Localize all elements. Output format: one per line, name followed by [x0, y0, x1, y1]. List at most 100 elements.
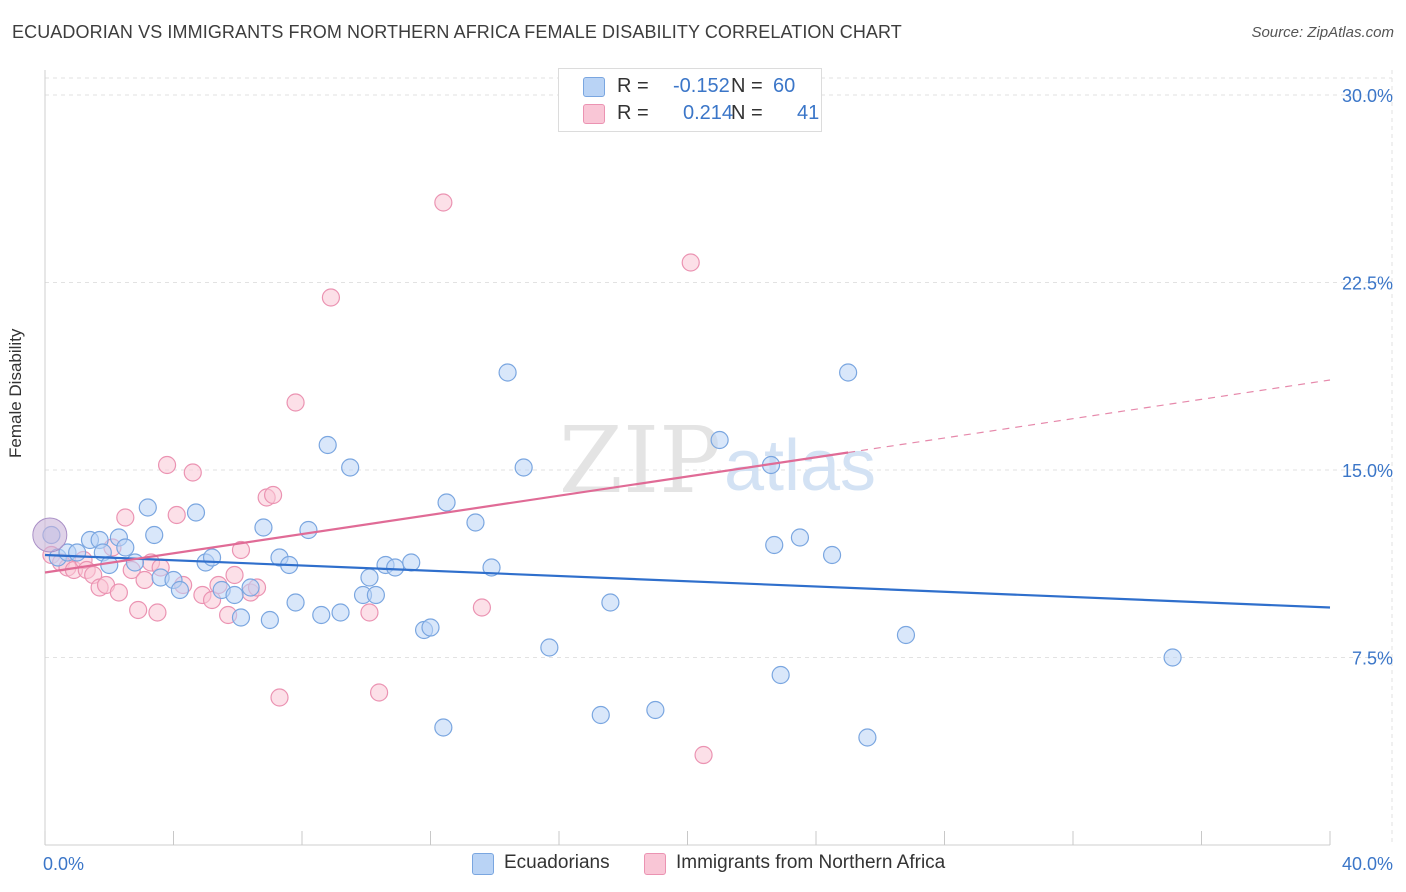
pink-swatch [583, 104, 605, 124]
immigrant-point [286, 393, 305, 412]
immigrant-point [472, 598, 491, 617]
ecuadorian-point [254, 518, 273, 537]
ecuadorian-point [466, 513, 485, 532]
watermark: ZIP atlas [559, 407, 876, 514]
ecuadorian-point [402, 553, 421, 572]
ecuadorian-point [318, 435, 337, 455]
y-axis-label: Female Disability [6, 328, 25, 458]
y-tick-label: 30.0% [1342, 86, 1393, 106]
immigrant-point [694, 745, 713, 765]
ecuadorian-point [145, 525, 164, 545]
ecuadorian-point [858, 728, 877, 747]
n-value: 41 [797, 102, 820, 124]
ecuadorian-point [202, 548, 222, 567]
immigrant-trend-extension [848, 379, 1331, 454]
ecuadorian-point [260, 610, 279, 630]
immigrant-point [109, 583, 128, 602]
tick-labels: 7.5% 15.0% 22.5% 30.0% 0.0% 40.0% [43, 86, 1393, 874]
immigrant-point [167, 505, 186, 525]
immigrant-point [135, 570, 154, 590]
n-value: 60 [773, 75, 796, 97]
ecuadorian-point [286, 593, 305, 612]
ecuadorian-point [421, 618, 440, 637]
ecuadorian-point [482, 558, 501, 577]
ecuadorian-point [360, 568, 379, 587]
ecuadorian-point [839, 363, 858, 382]
blue-swatch [472, 853, 494, 875]
immigrant-point [263, 485, 283, 505]
r-value: 0.214 [683, 102, 734, 124]
ecuadorian-point [540, 638, 559, 657]
ecuadorian-point [646, 700, 665, 720]
ecuadorian-point [341, 458, 360, 477]
immigrant-point [321, 288, 341, 307]
immigrant-point [370, 683, 389, 702]
r-label: R = [617, 75, 649, 97]
immigrant-point [434, 193, 453, 212]
ecuadorian-point [231, 608, 251, 627]
immigrant-point [225, 565, 244, 585]
ecuadorian-point [1163, 648, 1182, 667]
cluster-point [32, 517, 68, 553]
pink-swatch [644, 853, 666, 875]
ecuadorian-point [186, 503, 206, 522]
ecuadorian-point [125, 553, 145, 572]
ecuadorian-point [116, 538, 135, 557]
ecuadorian-point [498, 363, 517, 382]
immigrant-point [148, 603, 167, 622]
y-tick-label: 7.5% [1352, 649, 1393, 669]
y-tick-label: 22.5% [1342, 274, 1393, 294]
ecuadorian-point [591, 705, 610, 725]
legend-label: Immigrants from Northern Africa [676, 852, 946, 873]
immigrant-point [129, 600, 148, 620]
x-tick-label: 40.0% [1342, 854, 1393, 874]
trend-lines [44, 379, 1331, 609]
ecuadorian-point [299, 520, 318, 540]
immigrant-trend-line [44, 451, 849, 574]
ecuadorian-point [601, 593, 620, 612]
immigrant-point [360, 603, 379, 622]
ecuadorian-point [312, 605, 331, 625]
ecuadorian-point [822, 545, 842, 565]
data-points [32, 193, 1182, 765]
ecuadorian-point [437, 493, 456, 512]
ecuadorian-point [896, 625, 916, 645]
ecuadorian-point [170, 580, 190, 600]
y-tick-label: 15.0% [1342, 461, 1393, 481]
correlation-legend: R = -0.152 N = 60 R = 0.214 N = 41 [558, 68, 822, 132]
ecuadorian-point [241, 578, 260, 597]
ecuadorian-point [765, 535, 784, 555]
chart-title: ECUADORIAN VS IMMIGRANTS FROM NORTHERN A… [12, 22, 902, 42]
immigrant-point [116, 508, 135, 527]
ecuadorian-point [771, 665, 790, 685]
ecuadorian-point [434, 718, 453, 737]
r-value: -0.152 [673, 75, 730, 97]
n-label: N = [731, 75, 763, 97]
ecuadorian-point [138, 498, 157, 517]
ecuadorian-point [225, 585, 244, 605]
ecuadorian-point [68, 543, 87, 562]
immigrant-point [157, 455, 177, 475]
n-label: N = [731, 102, 763, 124]
blue-swatch [583, 77, 605, 97]
watermark-zip: ZIP [559, 407, 721, 514]
ecuadorian-trend-line [44, 553, 1331, 609]
immigrant-point [231, 540, 251, 560]
ecuadorian-point [790, 528, 810, 547]
x-tick-label: 0.0% [43, 854, 84, 874]
ecuadorian-point [386, 558, 405, 577]
legend-label: Ecuadorians [504, 852, 610, 873]
immigrant-point [183, 463, 202, 482]
watermark-atlas: atlas [724, 426, 876, 506]
ecuadorian-point [100, 555, 119, 575]
ecuadorian-point [331, 603, 350, 622]
ecuadorian-point [366, 585, 385, 605]
immigrant-point [270, 688, 289, 707]
ecuadorian-point [710, 430, 729, 450]
axes [44, 70, 1331, 846]
source-label: Source: ZipAtlas.com [1251, 24, 1394, 41]
r-label: R = [617, 102, 649, 124]
ecuadorian-point [514, 458, 533, 477]
immigrant-point [681, 253, 700, 272]
